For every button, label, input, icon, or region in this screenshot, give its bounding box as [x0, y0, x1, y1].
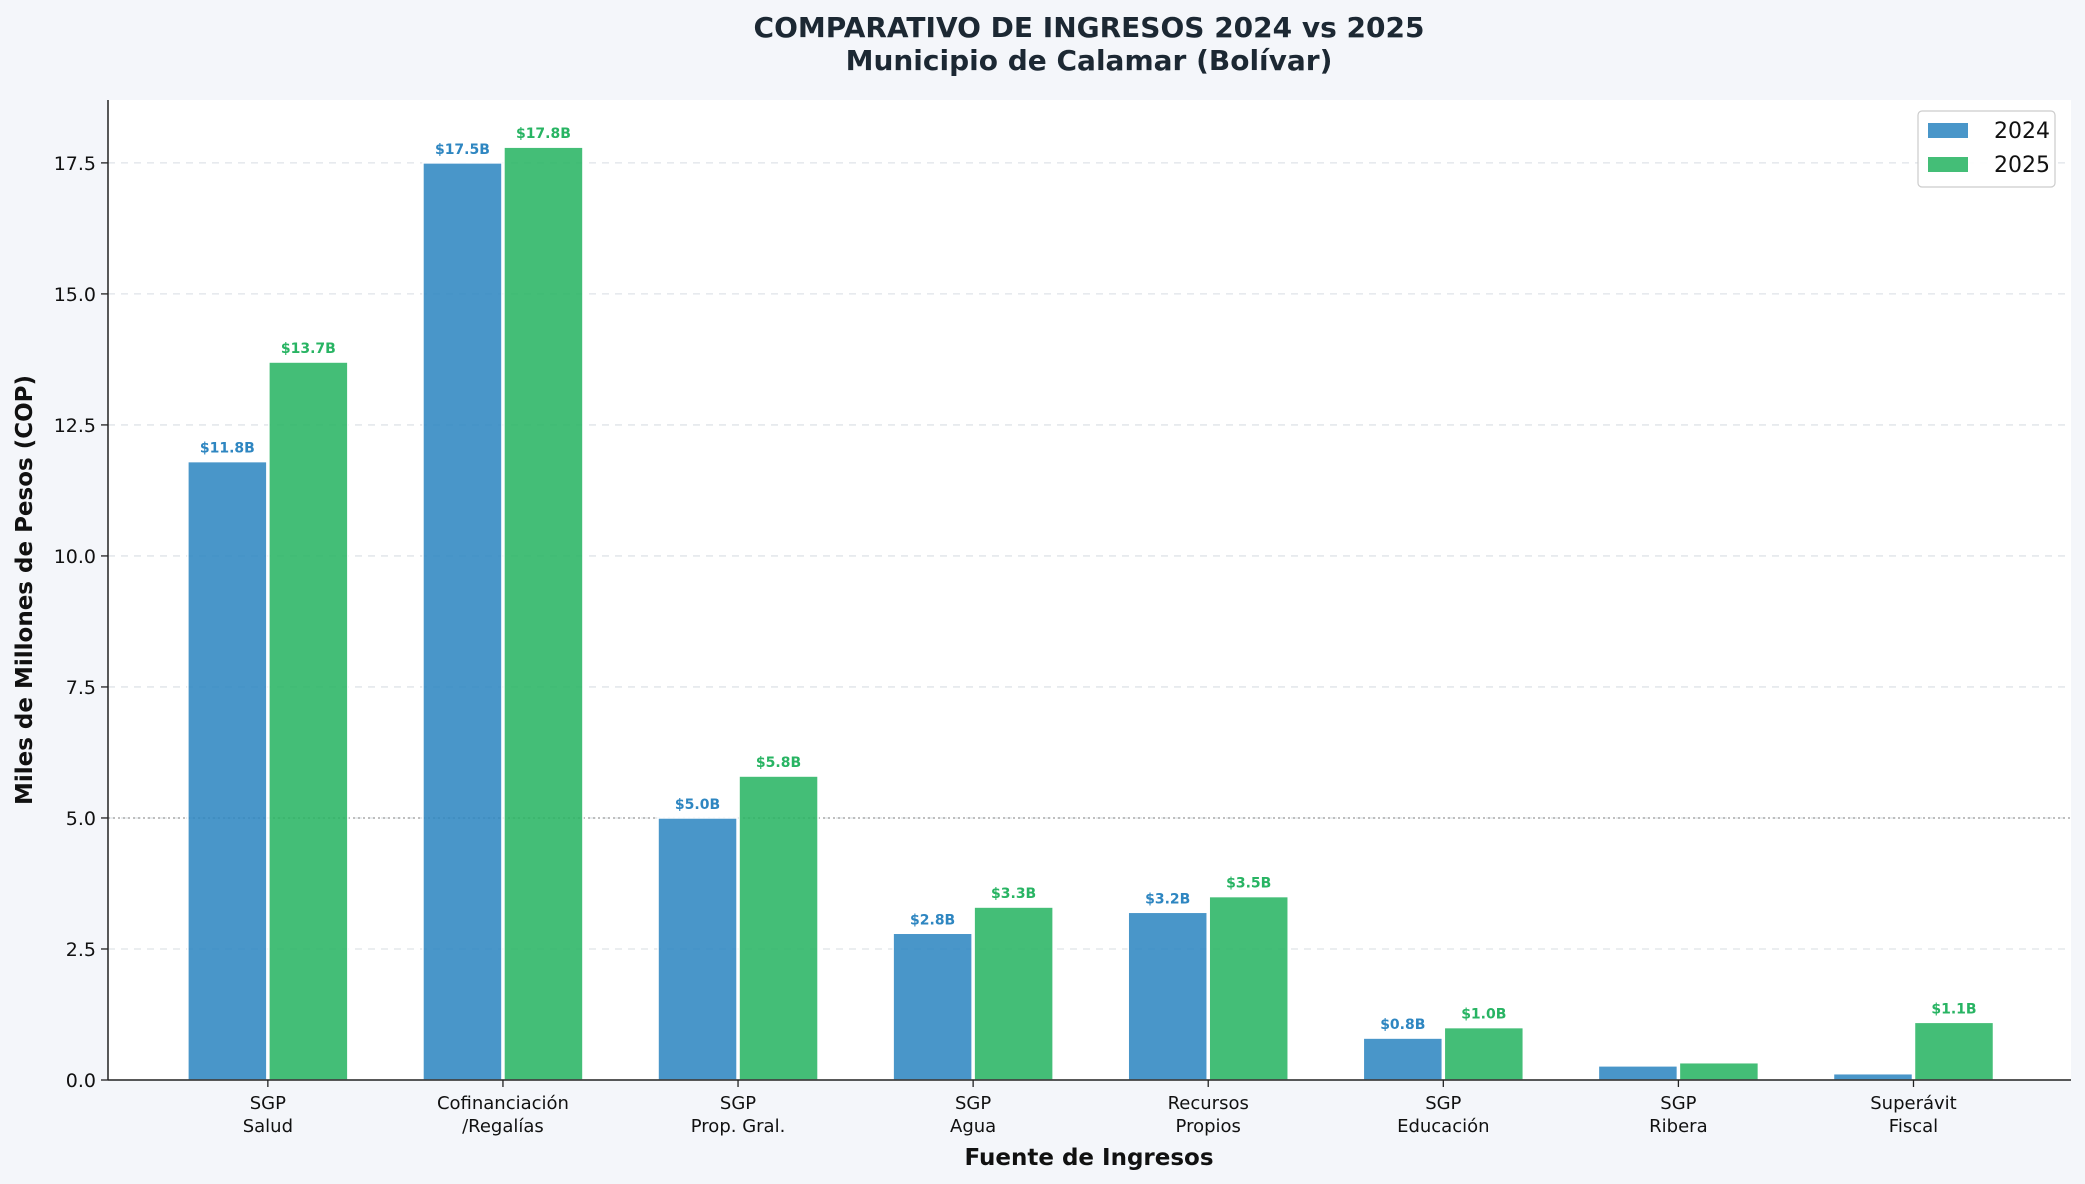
bar-2024	[892, 932, 973, 1081]
chart-title: COMPARATIVO DE INGRESOS 2024 vs 2025	[754, 11, 1425, 44]
x-tick-label: SGP	[720, 1093, 756, 1114]
x-tick-label: Educación	[1397, 1116, 1489, 1137]
x-tick-label: Cofinanciación	[437, 1093, 569, 1114]
bars: $11.8B $13.7B $17.5B $17.8B $5.0B $5.8B $2.8B $…	[187, 126, 1995, 1081]
value-label-2024: $5.0B	[675, 797, 720, 813]
x-tick-label: Recursos	[1168, 1093, 1249, 1114]
bar-2024	[1832, 1072, 1914, 1081]
legend-swatch-2024	[1928, 123, 1968, 138]
x-tick-label: SGP	[1660, 1093, 1696, 1114]
bar-2025	[1443, 1026, 1525, 1081]
legend-label-2024: 2024	[1994, 119, 2050, 144]
x-tick-label: SGP	[955, 1093, 991, 1114]
x-tick-label: Fiscal	[1889, 1116, 1938, 1137]
legend-swatch-2025	[1928, 157, 1968, 172]
bar-2024	[1597, 1065, 1679, 1081]
bar-2025	[268, 361, 349, 1081]
x-tick-label: /Regalías	[462, 1116, 544, 1137]
x-tick-label: Ribera	[1649, 1116, 1707, 1137]
value-label-2024: $3.2B	[1145, 891, 1190, 907]
value-label-2025: $1.0B	[1461, 1007, 1506, 1023]
x-axis-label: Fuente de Ingresos	[964, 1145, 1213, 1171]
plot-background	[108, 100, 2071, 1080]
x-tick-label: Salud	[243, 1116, 293, 1137]
x-tick-label: Agua	[950, 1116, 996, 1137]
legend: 2024 2025	[1917, 110, 2056, 188]
x-tick-label: Propios	[1176, 1116, 1241, 1137]
legend-label-2025: 2025	[1994, 153, 2050, 178]
bar-2025	[1208, 895, 1289, 1081]
bar-2025	[503, 146, 584, 1081]
y-tick-label: 10.0	[54, 546, 96, 568]
x-tick-label: Superávit	[1870, 1093, 1956, 1114]
chart-subtitle: Municipio de Calamar (Bolívar)	[846, 44, 1333, 77]
y-tick-label: 5.0	[66, 808, 96, 830]
x-tick-label: Prop. Gral.	[691, 1116, 786, 1137]
value-label-2025: $17.8B	[516, 126, 571, 142]
y-tick-label: 15.0	[54, 284, 96, 306]
bar-2024	[422, 162, 503, 1081]
bar-2025	[738, 775, 819, 1081]
value-label-2025: $5.8B	[756, 755, 801, 771]
value-label-2025: $13.7B	[281, 341, 336, 357]
y-tick-label: 2.5	[66, 939, 96, 961]
value-label-2024: $2.8B	[910, 912, 955, 928]
value-label-2025: $3.3B	[991, 886, 1036, 902]
y-tick-label: 7.5	[66, 677, 96, 699]
x-tick-label: SGP	[1425, 1093, 1461, 1114]
value-label-2025: $3.5B	[1226, 876, 1271, 892]
bar-2024	[657, 817, 738, 1081]
value-label-2024: $17.5B	[435, 142, 490, 158]
value-label-2024: $0.8B	[1380, 1017, 1425, 1033]
value-label-2024: $11.8B	[200, 441, 255, 457]
axes: 0.02.55.07.510.012.515.017.5SGPSaludCofi…	[54, 100, 2071, 1137]
bar-2024	[1127, 911, 1208, 1081]
y-axis-label: Miles de Millones de Pesos (COP)	[12, 375, 38, 805]
y-tick-label: 0.0	[66, 1070, 96, 1092]
y-tick-label: 17.5	[54, 153, 96, 175]
bar-2025	[1913, 1021, 1995, 1081]
bar-2025	[973, 906, 1054, 1081]
value-label-2025: $1.1B	[1931, 1001, 1976, 1017]
bar-2024	[187, 460, 268, 1081]
bar-2025	[1678, 1061, 1760, 1081]
y-tick-label: 12.5	[54, 415, 96, 437]
bar-2024	[1362, 1037, 1444, 1081]
x-tick-label: SGP	[250, 1093, 286, 1114]
